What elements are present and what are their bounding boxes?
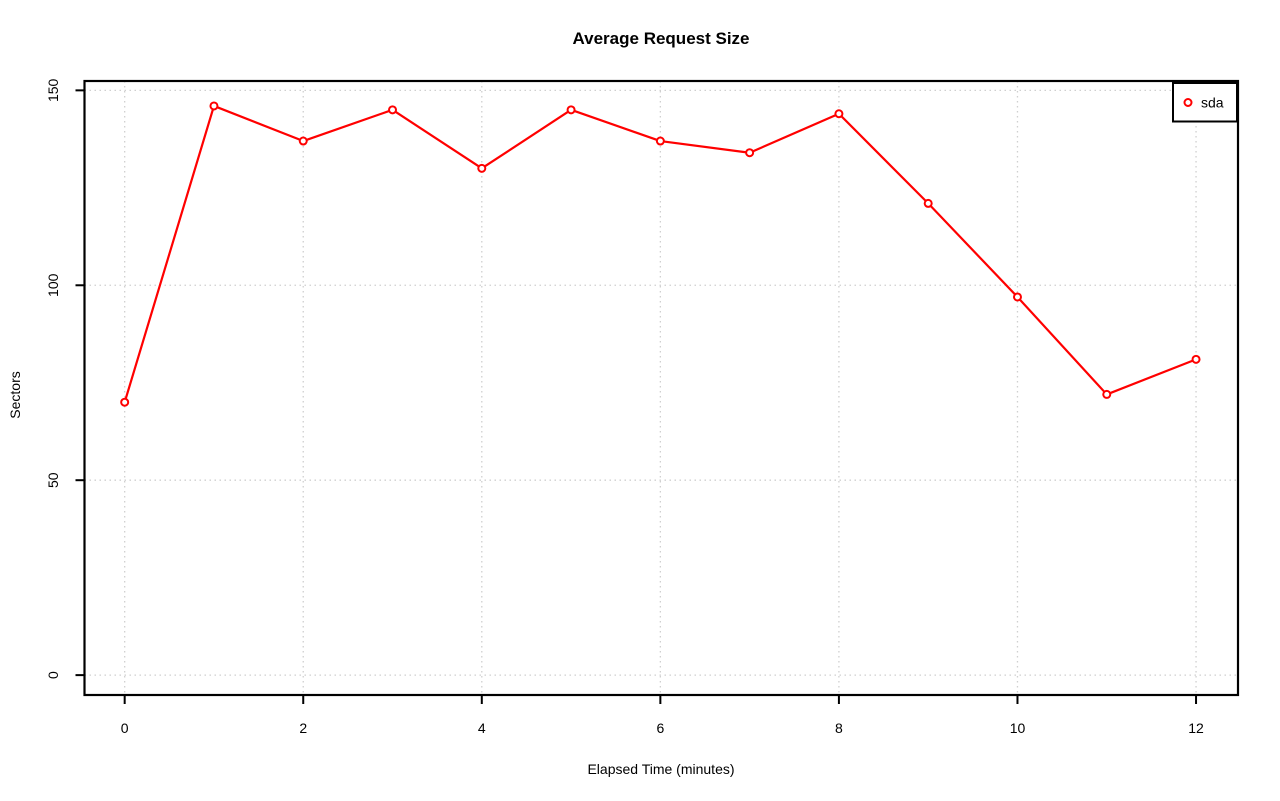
x-tick-label: 8 (835, 720, 843, 736)
y-tick-label: 50 (45, 472, 61, 488)
legend: sda (1172, 82, 1238, 123)
x-tick-label: 0 (121, 720, 129, 736)
data-point-marker (477, 163, 487, 173)
y-tick-label: 150 (45, 78, 61, 102)
legend-marker-icon (1183, 98, 1193, 107)
data-point-marker (745, 148, 755, 158)
data-point-marker (1191, 354, 1201, 364)
data-series-sda (120, 101, 1201, 407)
data-point-marker (1102, 389, 1112, 399)
chart-title: Average Request Size (573, 29, 750, 48)
x-axis-label: Elapsed Time (minutes) (587, 761, 734, 777)
gridlines (84, 81, 1238, 695)
x-tick-label: 6 (656, 720, 664, 736)
data-point-marker (1012, 292, 1022, 302)
axis-ticks (75, 89, 1198, 704)
x-tick-label: 10 (1010, 720, 1026, 736)
data-point-marker (120, 397, 130, 407)
y-tick-label: 100 (45, 273, 61, 297)
plot-border (83, 79, 1240, 697)
data-point-marker (209, 101, 219, 111)
series-line (123, 104, 1197, 403)
x-tick-label: 2 (299, 720, 307, 736)
y-tick-label: 0 (45, 671, 61, 679)
legend-series-label: sda (1201, 95, 1224, 111)
data-point-marker (834, 109, 844, 119)
data-point-marker (655, 136, 665, 146)
tick-labels: 0 2 4 6 8 10 12 0 50 100 150 (45, 78, 1204, 736)
data-point-marker (566, 105, 576, 115)
x-tick-label: 12 (1188, 720, 1204, 736)
y-axis-label: Sectors (7, 371, 23, 418)
data-point-marker (298, 136, 308, 146)
data-point-marker (388, 105, 398, 115)
data-point-marker (923, 198, 933, 208)
x-tick-label: 4 (478, 720, 486, 736)
